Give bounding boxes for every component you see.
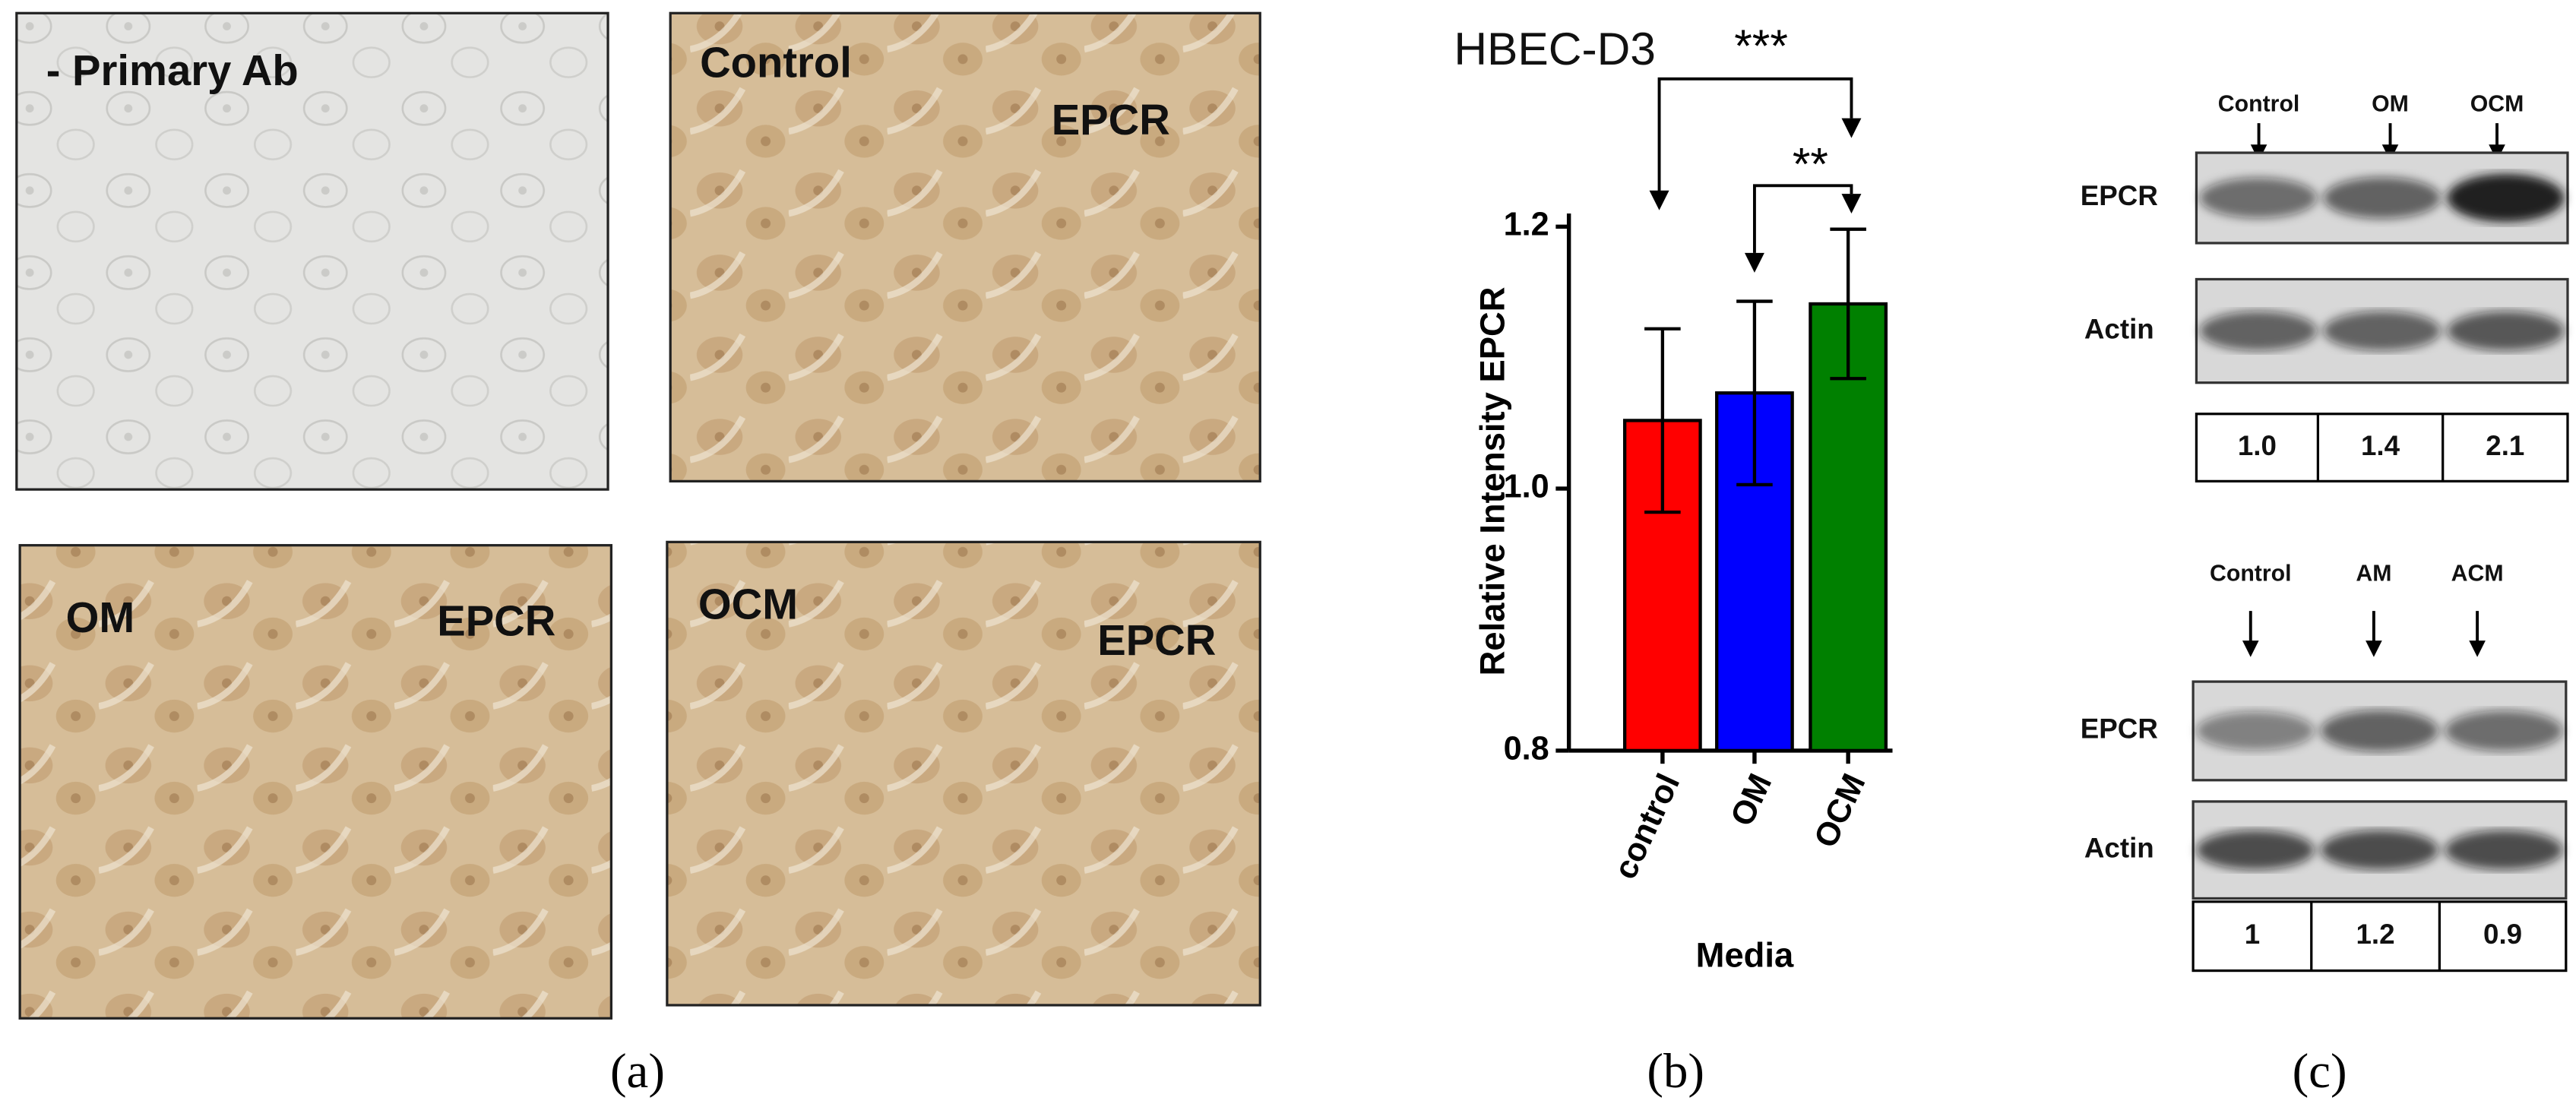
band [2321,710,2438,752]
micrograph [669,11,1261,483]
bands [2196,830,2563,870]
band [2199,311,2317,351]
y-tick-label: 0.8 [1504,730,1549,767]
bands [2199,311,2565,351]
y-tick-label: 1.0 [1504,469,1549,505]
band [2323,177,2441,219]
band [2323,311,2441,351]
error-bar [1830,227,1866,381]
row-label: EPCR [2081,713,2158,745]
bands [2196,710,2563,752]
bracket [1657,77,1853,195]
row-label: Actin [2084,832,2154,863]
lane-label: AM [2356,561,2391,587]
ratio-value: 1.2 [2356,919,2395,950]
panel-label: (c) [2293,1044,2347,1099]
lane-label: OCM [2470,91,2524,116]
panel-a: - Primary Ab Control EPCR OM EPCR OCM EPCR [15,11,1261,1020]
lane-label: OM [2372,91,2409,116]
ratio-value: 2.1 [2486,430,2524,461]
bracket [1752,184,1853,253]
micrograph [18,544,612,1020]
lane-label: Control [2218,91,2300,116]
row-label: Actin [2084,313,2154,344]
image-label: - Primary Ab [46,46,299,94]
micrograph [666,540,1261,1007]
band [2196,830,2315,870]
ratio-value: 1.0 [2238,430,2277,461]
image-label: OCM [698,580,798,628]
ratio-value: 0.9 [2483,919,2522,950]
panel-label: (b) [1647,1044,1704,1099]
band [2445,710,2563,751]
significance: ** [1793,138,1828,189]
band [2447,311,2565,351]
bands [2199,173,2565,223]
arrow-head [2469,640,2486,657]
x-axis-label: Media [1696,935,1794,974]
panel-c: Control OM OCM EPCR Actin 1.0 1.4 2.1 Control AM A… [2081,91,2569,973]
x-tick-label: control [1607,768,1687,884]
arrow-head [1744,252,1764,273]
arrow-head [1649,190,1669,210]
image-label: Control [700,38,852,86]
x-tick-label: OCM [1807,768,1872,853]
image-label: EPCR [437,596,555,644]
ratio-value: 1 [2245,919,2260,950]
ratio-table [2191,900,2568,973]
error-bar [1644,327,1681,514]
image-label: EPCR [1052,96,1170,144]
significance: *** [1734,20,1788,71]
band [2199,177,2317,219]
x-tick-label: OM [1723,768,1779,831]
arrow-head [2242,640,2259,657]
micrograph [15,11,609,491]
panel-b: HBEC-D3 0.8 1.0 1.2 Relative Intensity EPCR M… [1454,20,1893,974]
band [2447,173,2565,223]
ratio-value: 1.4 [2361,430,2400,461]
band [2196,711,2315,751]
lane-label: Control [2210,561,2292,587]
arrow-head [1841,118,1862,138]
arrow-head [1841,194,1862,214]
band [2445,830,2563,870]
row-label: EPCR [2081,180,2158,211]
arrow-head [2366,640,2382,657]
ratio-table [2195,413,2569,483]
image-label: EPCR [1097,616,1216,664]
panel-label: (a) [610,1044,665,1099]
chart-title: HBEC-D3 [1454,23,1656,74]
lane-label: ACM [2451,561,2504,587]
error-bar [1736,299,1773,487]
y-axis-label: Relative Intensity EPCR [1473,286,1511,675]
image-label: OM [66,593,135,641]
band [2321,830,2438,870]
y-tick-label: 1.2 [1504,207,1549,243]
